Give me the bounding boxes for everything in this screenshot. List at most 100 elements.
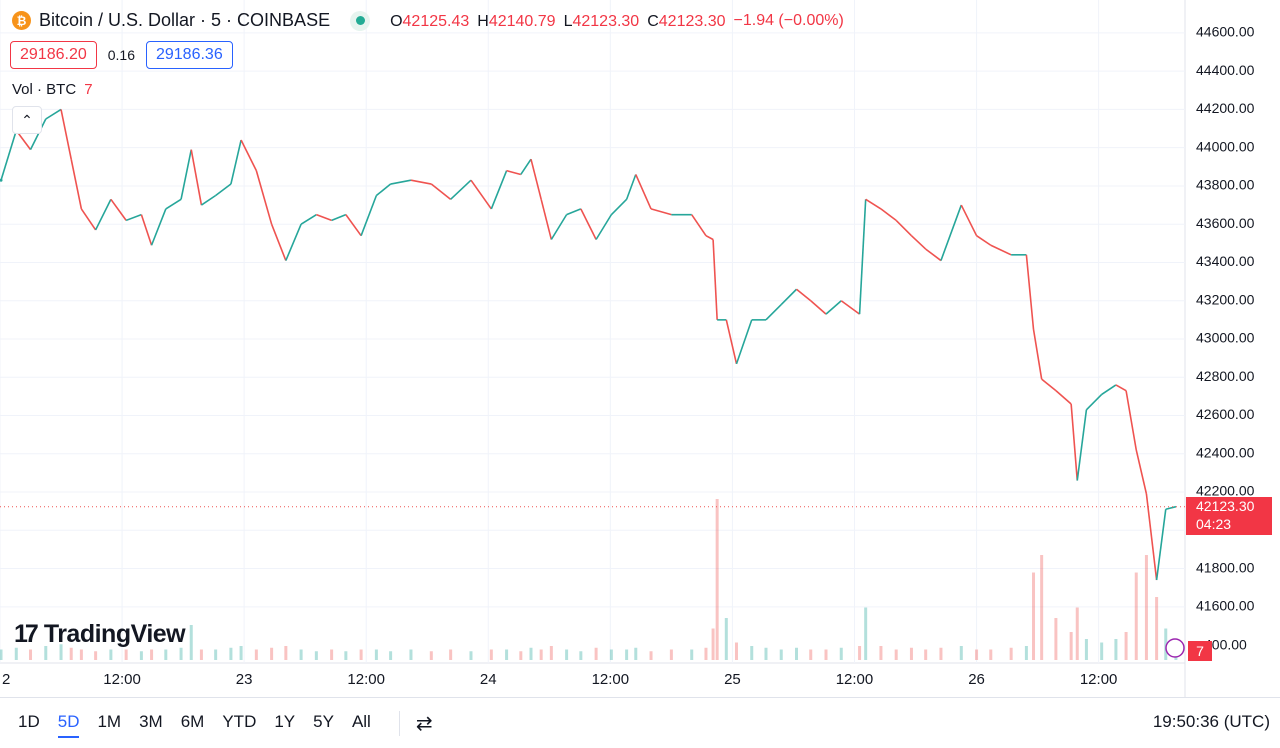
price-segment	[230, 139, 242, 185]
x-tick-label: 23	[236, 671, 253, 688]
price-segment	[910, 235, 927, 250]
price-segment	[858, 199, 867, 315]
range-button[interactable]: YTD	[222, 712, 257, 731]
volume-bar	[189, 625, 193, 660]
range-button[interactable]: 6M	[180, 712, 205, 731]
volume-bar	[429, 651, 433, 660]
price-segment	[240, 139, 258, 172]
buy-button[interactable]: 29186.36	[145, 41, 233, 69]
volume-bar	[1009, 647, 1013, 660]
price-segment	[540, 199, 553, 240]
price-segment	[810, 300, 827, 315]
price-segment	[895, 219, 913, 237]
range-button[interactable]: All	[351, 712, 371, 731]
y-tick-label: 43800.00	[1196, 177, 1255, 193]
volume-bar	[1124, 632, 1128, 660]
volume-bar	[109, 649, 113, 660]
volume-bar	[1144, 555, 1148, 660]
symbol-title[interactable]: Bitcoin / U.S. Dollar · 5 · COINBASE	[39, 10, 331, 30]
ohlc-item: C42123.30	[647, 13, 725, 30]
volume-bar	[214, 649, 218, 660]
volume-bar	[389, 651, 393, 660]
volume-bar	[1054, 618, 1058, 660]
price-segment	[610, 198, 628, 216]
volume-bar	[1069, 632, 1073, 660]
ohlc-item: O42125.43	[390, 13, 469, 30]
price-segment	[0, 130, 18, 181]
range-button[interactable]: 3M	[139, 712, 163, 731]
volume-bar	[519, 651, 523, 660]
range-button[interactable]: 1M	[97, 712, 122, 731]
price-segment	[1076, 409, 1088, 481]
price-segment	[200, 194, 217, 206]
volume-bar	[94, 651, 98, 660]
volume-bar	[690, 649, 694, 660]
volume-bar	[809, 649, 813, 660]
x-tick-label: 24	[480, 671, 497, 688]
logo-text: TradingView	[43, 620, 186, 648]
price-segment	[1165, 505, 1177, 511]
volume-bar	[199, 649, 203, 660]
sell-button[interactable]: 29186.20	[10, 41, 97, 69]
clock[interactable]: 19:50:36 (UTC)	[1152, 712, 1270, 731]
volume-bar	[330, 649, 334, 660]
volume-bar	[69, 647, 73, 660]
price-segment	[29, 118, 47, 150]
volume-bar	[649, 651, 653, 660]
price-segment	[976, 235, 992, 246]
volume-bar	[1075, 607, 1079, 660]
price-segment	[1041, 378, 1057, 392]
volume-bar	[625, 649, 629, 660]
volume-bar	[150, 649, 154, 660]
y-tick-label: 44000.00	[1196, 138, 1255, 154]
price-segment	[1145, 493, 1158, 581]
trade-buttons: 29186.20 0.16 29186.36	[10, 41, 233, 69]
volume-bar	[779, 649, 783, 660]
price-segment	[110, 198, 127, 221]
price-segment	[635, 174, 652, 210]
chart: 41600.0041800.0042000.0042200.0042400.00…	[0, 0, 1255, 697]
volume-bar	[711, 628, 715, 660]
price-segment	[880, 208, 897, 222]
range-button[interactable]: 1D	[18, 712, 40, 731]
x-tick-label: 26	[968, 671, 985, 688]
volume-bar	[989, 649, 993, 660]
price-segment	[865, 198, 882, 210]
range-button[interactable]: 1Y	[274, 712, 296, 731]
volume-bar	[975, 649, 979, 660]
last-price-label: 42123.30 04:23	[1186, 497, 1272, 535]
price-segment	[765, 303, 782, 321]
volume-bar	[609, 649, 613, 660]
price-segment	[80, 208, 97, 231]
volume-bar	[579, 651, 583, 660]
logo: 17 TradingView	[14, 620, 186, 648]
price-segment	[1025, 254, 1035, 330]
range-button[interactable]: 5Y	[313, 712, 334, 731]
x-tick-label: 2	[2, 671, 10, 688]
x-tick-label: 25	[724, 671, 741, 688]
price-segment	[705, 234, 714, 241]
price-segment	[45, 108, 62, 120]
price-segment	[430, 183, 452, 200]
volume-bar	[489, 649, 493, 660]
volume-bar	[284, 646, 288, 660]
collapse-button[interactable]: ⌃	[12, 106, 42, 134]
volume-bar	[539, 649, 543, 660]
compare-icon[interactable]: ⇄	[398, 710, 433, 736]
price-segment	[60, 109, 72, 160]
volume-bar	[449, 649, 453, 660]
range-button[interactable]: 5D	[57, 708, 80, 738]
volume-bar	[79, 649, 83, 660]
x-tick-label: 12:00	[592, 671, 630, 688]
y-tick-label: 43200.00	[1196, 291, 1255, 307]
price-segment	[795, 288, 812, 302]
bitcoin-icon: ₿	[12, 11, 31, 30]
ohlc-item: L42123.30	[564, 13, 640, 30]
price-segment	[165, 198, 182, 210]
countdown: 04:23	[1196, 516, 1232, 532]
price-segment	[566, 208, 582, 216]
ohlc-key: L	[563, 13, 573, 30]
x-tick-label: 12:00	[347, 671, 385, 688]
volume-bar	[299, 649, 303, 660]
x-tick-label: 12:00	[836, 671, 874, 688]
